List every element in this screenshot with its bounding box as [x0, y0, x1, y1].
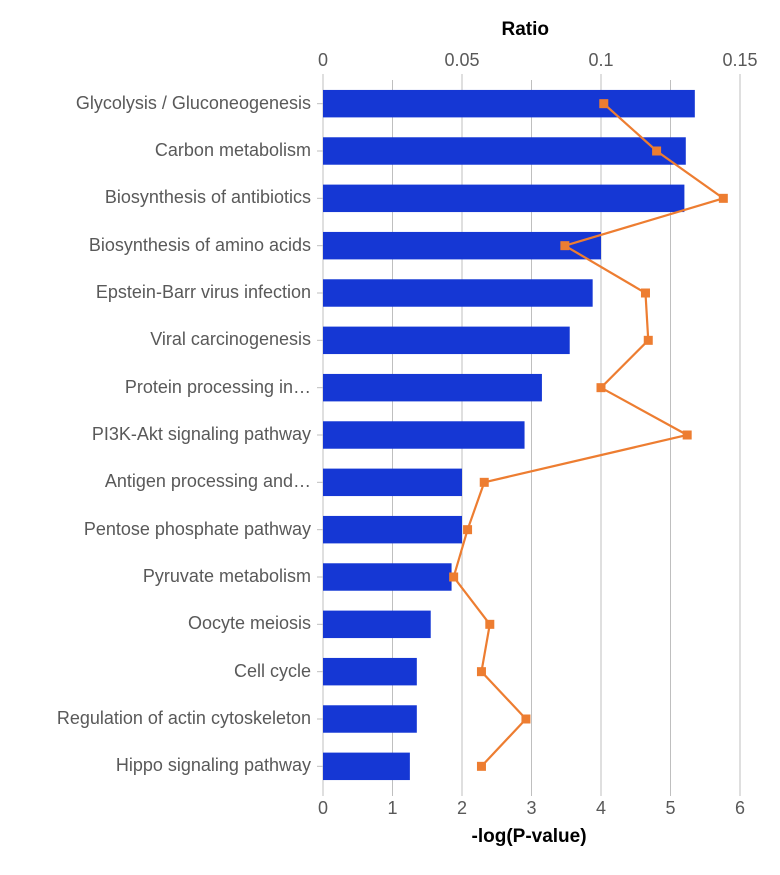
bar: [323, 185, 684, 212]
category-label: Glycolysis / Gluconeogenesis: [76, 93, 311, 114]
category-label: Protein processing in…: [125, 377, 311, 398]
bottom-tick-label: 0: [303, 798, 343, 819]
bar: [323, 327, 570, 354]
ratio-marker: [485, 620, 494, 629]
bar: [323, 753, 410, 780]
ratio-marker: [521, 715, 530, 724]
category-label: Oocyte meiosis: [188, 613, 311, 634]
ratio-marker: [652, 147, 661, 156]
bar: [323, 90, 695, 117]
ratio-marker: [719, 194, 728, 203]
bottom-tick-label: 2: [442, 798, 482, 819]
ratio-marker: [477, 762, 486, 771]
top-tick-label: 0.05: [432, 50, 492, 71]
bar: [323, 563, 452, 590]
chart-container: Ratio -log(P-value) 0 0.05 0.1 0.15 0 1 2 3 4 5 6…: [0, 0, 780, 875]
bottom-tick-label: 6: [720, 798, 760, 819]
ratio-marker: [683, 431, 692, 440]
ratio-marker: [641, 289, 650, 298]
ratio-marker: [480, 478, 489, 487]
top-tick-label: 0.15: [710, 50, 770, 71]
bar: [323, 658, 417, 685]
bottom-tick-label: 4: [581, 798, 621, 819]
bar: [323, 516, 462, 543]
top-tick-label: 0.1: [571, 50, 631, 71]
bar: [323, 611, 431, 638]
bar: [323, 421, 525, 448]
bar: [323, 232, 601, 259]
bar: [323, 469, 462, 496]
category-label: Viral carcinogenesis: [150, 329, 311, 350]
ratio-marker: [599, 99, 608, 108]
bar: [323, 137, 686, 164]
bottom-tick-label: 1: [373, 798, 413, 819]
ratio-marker: [560, 241, 569, 250]
ratio-marker: [644, 336, 653, 345]
bar: [323, 705, 417, 732]
category-label: Biosynthesis of antibiotics: [105, 187, 311, 208]
category-label: Hippo signaling pathway: [116, 755, 311, 776]
bottom-axis-title: -log(P-value): [472, 826, 587, 848]
ratio-marker: [597, 383, 606, 392]
category-label: Pentose phosphate pathway: [84, 519, 311, 540]
category-label: Carbon metabolism: [155, 140, 311, 161]
ratio-marker: [463, 525, 472, 534]
category-label: Cell cycle: [234, 661, 311, 682]
category-label: Biosynthesis of amino acids: [89, 235, 311, 256]
category-label: Regulation of actin cytoskeleton: [57, 708, 311, 729]
top-tick-label: 0: [293, 50, 353, 71]
category-label: Pyruvate metabolism: [143, 566, 311, 587]
bottom-tick-label: 5: [651, 798, 691, 819]
category-label: Antigen processing and…: [105, 471, 311, 492]
bottom-tick-label: 3: [512, 798, 552, 819]
top-axis-title: Ratio: [502, 19, 550, 41]
ratio-marker: [477, 667, 486, 676]
bar: [323, 374, 542, 401]
category-label: PI3K-Akt signaling pathway: [92, 424, 311, 445]
category-label: Epstein-Barr virus infection: [96, 282, 311, 303]
ratio-marker: [449, 573, 458, 582]
bar: [323, 279, 593, 306]
